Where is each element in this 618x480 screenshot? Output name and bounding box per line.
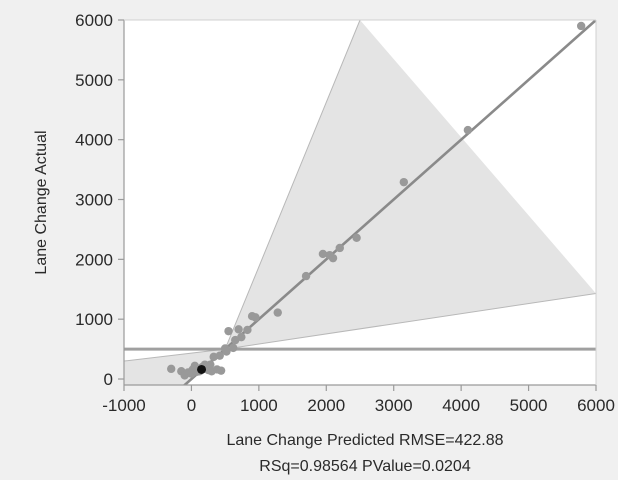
data-point [167,364,176,374]
x-tick-label: 3000 [375,396,413,415]
x-tick-label: 0 [187,396,196,415]
data-point [237,332,246,342]
data-point [335,243,344,253]
x-axis-title: Lane Change Predicted RMSE=422.88 [226,432,503,449]
y-axis-title: Lane Change Actual [33,130,50,274]
data-point [206,360,215,369]
highlight-point [197,364,207,374]
y-tick-label: 4000 [75,131,113,150]
data-point [273,308,282,317]
stats-label: RSq=0.98564 PValue=0.0204 [259,458,471,475]
data-point [216,366,226,375]
data-point [576,21,586,31]
data-point [234,325,243,334]
data-point [352,233,361,243]
data-point [301,271,311,281]
data-point [251,313,260,322]
y-tick-label: 5000 [75,71,113,90]
y-tick-label: 3000 [75,191,113,210]
y-tick-label: 2000 [75,250,113,269]
confidence-band [124,20,596,385]
data-point [229,343,238,353]
data-point [243,325,252,335]
x-tick-label: 2000 [307,396,345,415]
data-point [215,351,224,360]
x-tick-label: 6000 [577,396,615,415]
data-point [399,177,409,187]
data-point [463,125,473,135]
data-point [318,249,328,259]
plot-content [124,20,596,385]
data-point [224,326,233,336]
data-point [328,253,338,263]
x-tick-label: 1000 [240,396,278,415]
y-tick-label: 1000 [75,310,113,329]
y-tick-label: 6000 [75,11,113,30]
data-point [222,347,231,356]
y-tick-label: 0 [104,370,113,389]
x-tick-label: 4000 [442,396,480,415]
x-tick-label: -1000 [102,396,145,415]
x-tick-label: 5000 [510,396,548,415]
